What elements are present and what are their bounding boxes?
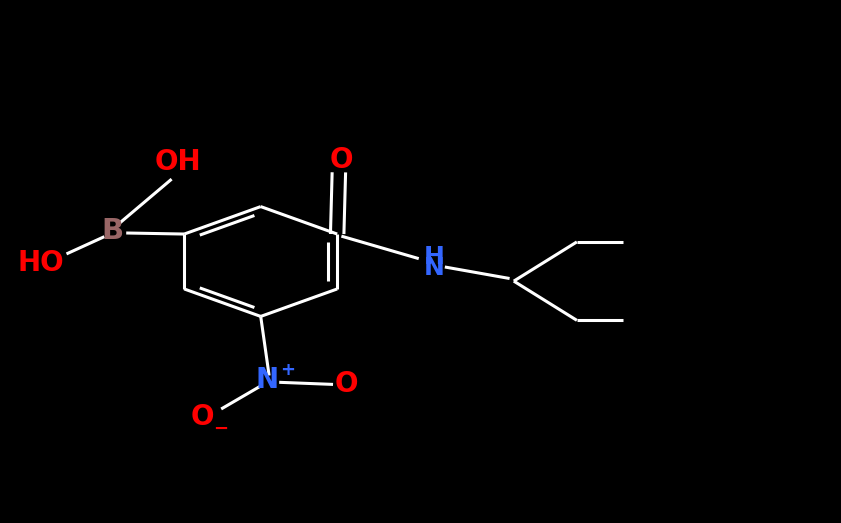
Text: H: H — [424, 245, 444, 268]
Text: B: B — [102, 218, 124, 245]
Text: HO: HO — [18, 249, 65, 277]
Text: O: O — [335, 370, 358, 399]
Text: N: N — [256, 366, 279, 394]
Text: +: + — [280, 361, 295, 379]
Text: O: O — [330, 146, 353, 174]
Text: OH: OH — [155, 149, 202, 176]
Text: −: − — [214, 420, 229, 438]
Text: N: N — [424, 256, 444, 280]
Text: O: O — [191, 403, 214, 431]
